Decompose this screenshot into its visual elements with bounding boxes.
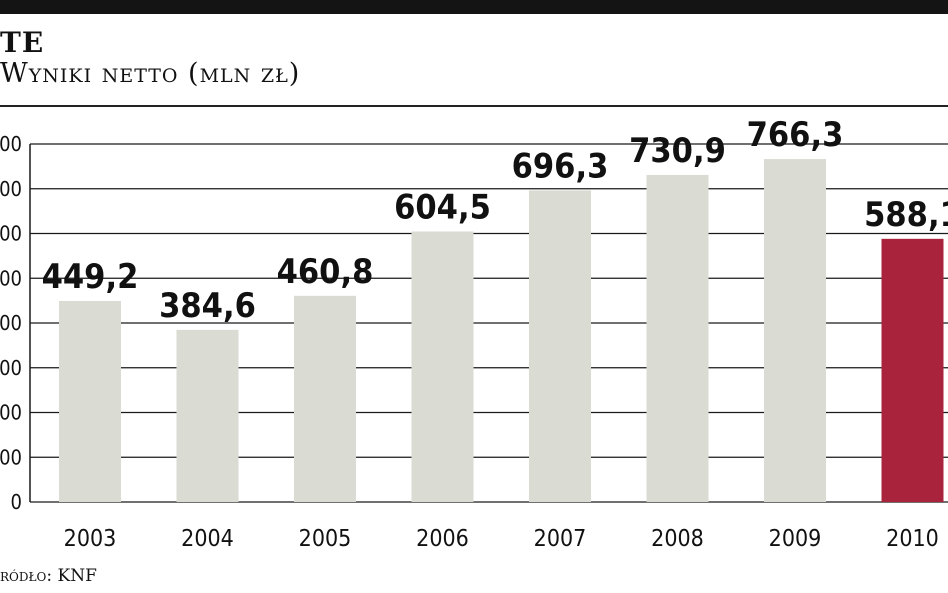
data-label: 460,8: [277, 252, 374, 292]
header-rule: [0, 105, 948, 107]
y-tick-label: 00: [0, 222, 22, 246]
x-tick-label: 2007: [534, 526, 587, 552]
x-tick-label: 2006: [416, 526, 469, 552]
source-note: ródło: KNF: [0, 566, 97, 586]
bar: [411, 231, 474, 502]
chart-title: TE: [0, 26, 45, 59]
bar: [881, 238, 944, 502]
x-tick-label: 2005: [299, 526, 352, 552]
data-label: 449,2: [42, 257, 139, 297]
top-bar: [0, 0, 948, 14]
x-tick-label: 2004: [181, 526, 234, 552]
bar: [176, 329, 239, 502]
chart-subtitle: Wyniki netto (mln zł): [0, 58, 301, 89]
bar: [294, 295, 356, 502]
y-tick-label: 00: [0, 401, 22, 425]
y-tick-label: 00: [0, 356, 22, 380]
y-tick-label: 0: [11, 490, 22, 514]
bar: [59, 300, 121, 502]
data-label: 604,5: [394, 187, 491, 227]
x-tick-label: 2008: [651, 526, 704, 552]
y-tick-label: 00: [0, 311, 22, 335]
x-tick-label: 2009: [769, 526, 822, 552]
y-tick-label: 00: [0, 132, 22, 156]
y-tick-label: 00: [0, 266, 22, 290]
bar: [764, 159, 826, 502]
bar: [529, 190, 591, 502]
data-label: 696,3: [512, 146, 609, 186]
data-label: 766,3: [747, 115, 844, 155]
y-tick-label: 00: [0, 177, 22, 201]
data-label: 384,6: [159, 286, 256, 326]
x-tick-label: 2010: [886, 526, 939, 552]
data-label: 730,9: [629, 131, 726, 171]
data-label: 588,1: [864, 195, 948, 235]
bar: [646, 174, 709, 503]
y-tick-label: 00: [0, 445, 22, 469]
x-tick-label: 2003: [64, 526, 117, 552]
